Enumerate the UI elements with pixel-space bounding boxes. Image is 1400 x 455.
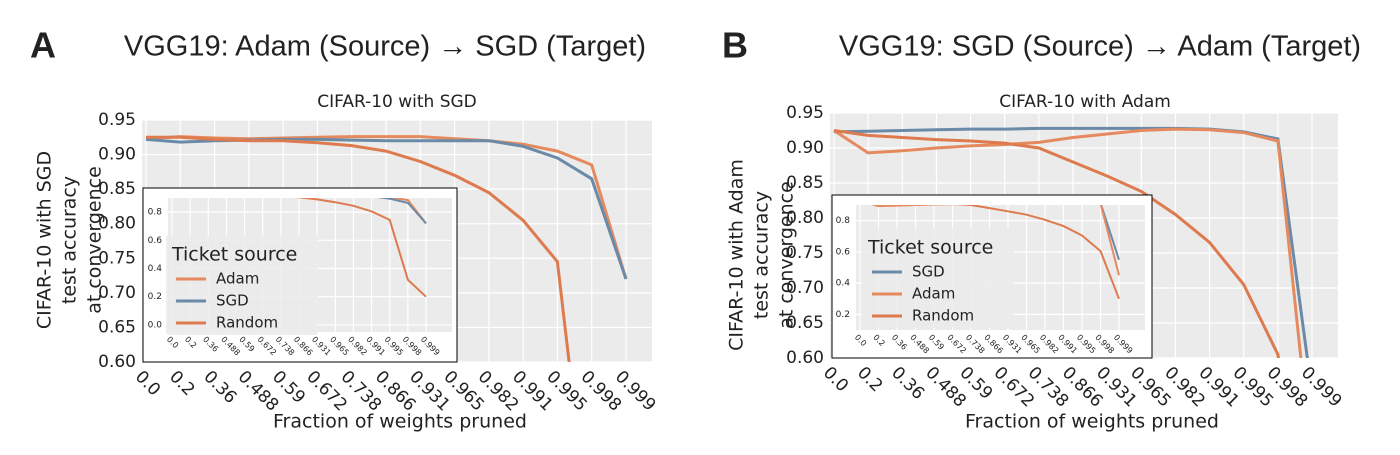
legend-label: SGD xyxy=(216,292,249,310)
y-axis-label: CIFAR-10 with Adam xyxy=(726,159,748,351)
legend-box xyxy=(166,235,318,335)
y-tick-label: 0.2 xyxy=(148,292,162,302)
x-axis-label: Fraction of weights pruned xyxy=(965,411,1219,433)
series-line xyxy=(145,135,628,280)
series-group xyxy=(833,126,1309,358)
panel-heading: VGG19: Adam (Source) → SGD (Target) xyxy=(124,31,646,63)
series-group xyxy=(145,135,628,362)
legend-box xyxy=(862,228,1014,328)
legend-label: Adam xyxy=(912,285,955,303)
y-axis-label: CIFAR-10 with SGD xyxy=(34,151,56,329)
series-line xyxy=(146,135,571,362)
y-tick-label: 0.4 xyxy=(836,279,851,289)
y-tick-label: 0.60 xyxy=(786,348,824,368)
y-tick-label: 0.8 xyxy=(836,216,851,226)
y-tick-label: 0.85 xyxy=(98,179,136,199)
series-line xyxy=(954,205,1120,300)
panel-heading: VGG19: SGD (Source) → Adam (Target) xyxy=(839,31,1361,63)
panel-letter: A xyxy=(30,25,56,66)
x-tick-label: 0.2 xyxy=(853,363,886,396)
y-tick-label: 0.0 xyxy=(148,320,163,330)
series-group xyxy=(870,205,1120,300)
y-tick-label: 0.95 xyxy=(786,103,824,123)
y-axis-label: at convergence xyxy=(84,166,106,314)
legend-label: Random xyxy=(216,314,278,332)
x-tick-label: 0.36 xyxy=(200,367,241,408)
x-tick-label: 0.2 xyxy=(165,367,198,400)
y-tick-label: 0.60 xyxy=(98,352,136,372)
series-line xyxy=(833,127,1303,358)
y-tick-label: 0.80 xyxy=(98,214,136,234)
y-tick-label: 0.80 xyxy=(786,208,824,228)
legend-label: SGD xyxy=(912,263,945,281)
y-tick-label: 0.65 xyxy=(786,313,824,333)
y-tick-label: 0.2 xyxy=(836,310,850,320)
legend-label: Random xyxy=(912,307,974,325)
y-tick-label: 0.4 xyxy=(148,264,163,274)
x-axis-label: Fraction of weights pruned xyxy=(273,411,527,433)
y-tick-label: 0.70 xyxy=(786,278,824,298)
y-tick-label: 0.6 xyxy=(836,247,851,257)
y-tick-label: 0.90 xyxy=(98,145,136,165)
series-line xyxy=(294,198,427,298)
panel-letter: B xyxy=(722,25,748,66)
x-tick-label: 0.36 xyxy=(887,363,928,404)
y-tick-label: 0.8 xyxy=(148,208,163,218)
legend-label: Adam xyxy=(216,270,259,288)
legend-title: Ticket source xyxy=(867,237,993,259)
y-tick-label: 0.75 xyxy=(98,248,136,268)
legend-title: Ticket source xyxy=(171,244,297,266)
y-tick-label: 0.70 xyxy=(98,283,136,303)
series-group xyxy=(294,198,427,298)
y-tick-label: 0.90 xyxy=(786,138,824,158)
y-tick-label: 0.75 xyxy=(786,243,824,263)
series-line xyxy=(833,129,1280,358)
y-tick-label: 0.85 xyxy=(786,173,824,193)
y-axis-label: test accuracy xyxy=(751,191,773,319)
y-axis-label: test accuracy xyxy=(59,176,81,304)
y-tick-label: 0.65 xyxy=(98,317,136,337)
chart-title: CIFAR-10 with Adam xyxy=(999,92,1171,112)
series-line xyxy=(870,205,1120,276)
y-tick-label: 0.95 xyxy=(98,110,136,130)
y-tick-label: 0.6 xyxy=(148,236,163,246)
chart-title: CIFAR-10 with SGD xyxy=(317,92,477,112)
y-axis-label: at convergence xyxy=(776,181,798,329)
